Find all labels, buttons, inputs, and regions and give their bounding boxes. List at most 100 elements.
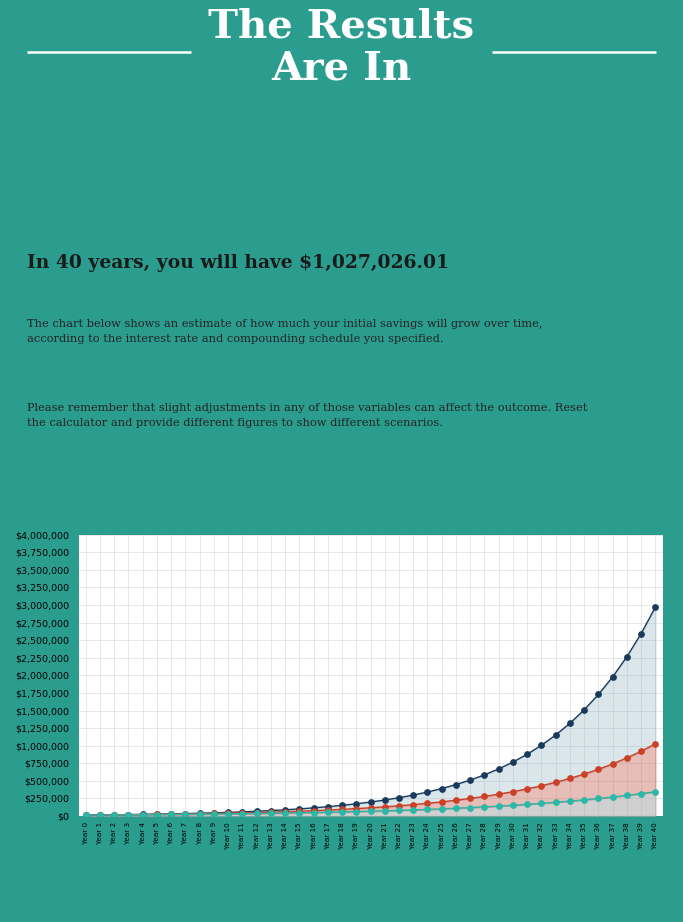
Point [622, 649, 632, 664]
Point [351, 804, 362, 819]
Point [607, 669, 618, 684]
Point [536, 738, 547, 752]
Point [408, 798, 419, 812]
Point [266, 805, 277, 820]
Point [436, 781, 447, 796]
Point [564, 715, 575, 730]
Point [194, 806, 205, 821]
Point [422, 796, 433, 810]
Point [493, 798, 504, 813]
Point [351, 797, 362, 811]
Point [507, 785, 518, 799]
Point [137, 808, 148, 822]
Point [308, 803, 319, 818]
Point [351, 801, 362, 816]
Point [507, 755, 518, 770]
Point [607, 789, 618, 804]
Point [636, 626, 647, 641]
Point [479, 799, 490, 814]
Point [294, 804, 305, 819]
Point [251, 804, 262, 819]
Point [266, 806, 277, 821]
Point [650, 785, 661, 799]
Point [536, 796, 547, 810]
Point [223, 806, 234, 821]
Point [622, 751, 632, 765]
Point [322, 803, 333, 818]
Point [436, 801, 447, 816]
Point [536, 778, 547, 793]
Point [337, 805, 348, 820]
Point [137, 807, 148, 822]
Point [279, 806, 290, 821]
Point [579, 793, 589, 808]
Text: Please remember that slight adjustments in any of those variables can affect the: Please remember that slight adjustments … [27, 403, 587, 428]
Point [322, 805, 333, 820]
Point [208, 806, 219, 821]
Point [436, 795, 447, 810]
Point [650, 737, 661, 751]
Point [479, 767, 490, 782]
Point [180, 807, 191, 822]
Point [451, 777, 462, 792]
Point [493, 762, 504, 776]
Point [80, 808, 91, 822]
Point [223, 805, 234, 820]
Point [337, 802, 348, 817]
Point [451, 793, 462, 808]
Point [408, 787, 419, 802]
Point [123, 807, 134, 822]
Point [607, 757, 618, 772]
Point [194, 807, 205, 822]
Point [123, 808, 134, 822]
Text: In 40 years, you will have $1,027,026.01: In 40 years, you will have $1,027,026.01 [27, 254, 449, 271]
Point [80, 808, 91, 822]
Point [123, 808, 134, 822]
Point [223, 807, 234, 822]
Point [365, 800, 376, 815]
Point [237, 805, 248, 820]
Point [322, 799, 333, 814]
Point [208, 807, 219, 822]
Point [279, 804, 290, 819]
Point [137, 807, 148, 822]
Point [593, 762, 604, 776]
Point [308, 800, 319, 815]
Point [550, 795, 561, 810]
Point [294, 801, 305, 816]
Point [94, 808, 105, 822]
Point [365, 795, 376, 810]
Point [152, 807, 163, 822]
Point [251, 806, 262, 821]
Point [379, 793, 390, 808]
Point [379, 799, 390, 814]
Point [522, 797, 533, 811]
Point [422, 785, 433, 799]
Point [237, 807, 248, 822]
Point [337, 798, 348, 812]
Point [550, 727, 561, 742]
Point [564, 771, 575, 786]
Point [622, 788, 632, 803]
Point [109, 808, 120, 822]
Point [379, 803, 390, 818]
Point [180, 807, 191, 822]
Point [422, 802, 433, 817]
Point [636, 744, 647, 759]
Point [550, 774, 561, 789]
Text: The Results
Are In: The Results Are In [208, 7, 475, 88]
Point [593, 687, 604, 702]
Point [194, 807, 205, 822]
Point [237, 806, 248, 821]
Point [522, 782, 533, 797]
Point [308, 805, 319, 820]
Point [152, 807, 163, 822]
Point [109, 808, 120, 822]
Point [393, 798, 404, 813]
Point [393, 790, 404, 805]
Point [451, 801, 462, 816]
Point [464, 773, 475, 787]
Point [464, 791, 475, 806]
Point [80, 808, 91, 822]
Point [593, 791, 604, 806]
